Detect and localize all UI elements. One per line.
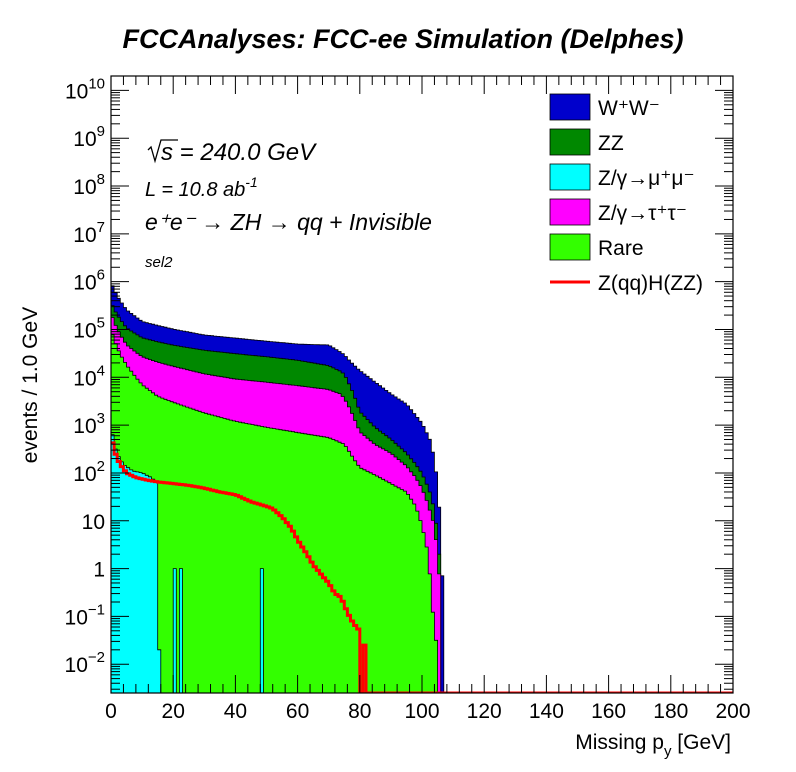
- y-tick-label: 109: [73, 123, 105, 151]
- x-tick-label: 0: [105, 700, 117, 723]
- legend-label: Z/γ→μ⁺μ⁻: [598, 167, 695, 190]
- legend-label: Rare: [598, 237, 644, 260]
- x-tick-label: 120: [467, 700, 502, 723]
- legend-label: W⁺W⁻: [598, 97, 660, 120]
- x-tick-label: 40: [224, 700, 247, 723]
- legend-label: Z(qq)H(ZZ): [598, 272, 703, 295]
- y-axis-label: events / 1.0 GeV: [19, 307, 42, 463]
- x-tick-label: 80: [348, 700, 371, 723]
- y-tick-label: 104: [73, 362, 105, 390]
- overlay-mumu-area: [111, 434, 733, 693]
- y-tick-label: 106: [73, 267, 105, 295]
- series-layer: [111, 285, 733, 693]
- legend-label: ZZ: [598, 132, 624, 155]
- annotation-selection: sel2: [145, 254, 173, 271]
- legend: W⁺W⁻ ZZ Z/γ→μ⁺μ⁻ Z/γ→τ⁺τ⁻ Rare Z(qq)H(ZZ): [549, 93, 703, 295]
- y-tick-label: 102: [73, 458, 105, 486]
- x-tick-label: 20: [162, 700, 185, 723]
- x-tick-label: 160: [591, 700, 626, 723]
- y-tick-label: 10: [82, 511, 105, 534]
- sqrt-symbol: [147, 139, 178, 164]
- legend-swatch: [549, 163, 591, 191]
- stack-rare-area: [111, 334, 733, 693]
- annotation-lumi-exp: -1: [245, 174, 257, 190]
- x-tick-label: 180: [653, 700, 688, 723]
- annotation-sqrt-s: s = 240.0 GeV: [161, 139, 317, 166]
- y-tick-label: 10−2: [65, 649, 105, 677]
- x-tick-label: 100: [404, 700, 439, 723]
- legend-swatch: [549, 93, 591, 121]
- legend-swatch: [549, 128, 591, 156]
- y-tick-label: 105: [73, 314, 105, 342]
- x-tick-label: 200: [715, 700, 750, 723]
- x-axis-label: Missing py [GeV]: [575, 731, 731, 760]
- legend-swatch: [549, 198, 591, 226]
- x-tick-label: 140: [529, 700, 564, 723]
- chart-title: FCCAnalyses: FCC-ee Simulation (Delphes): [122, 24, 683, 54]
- annotation-lumi: L = 10.8 ab-1: [145, 174, 258, 201]
- y-tick-label: 10−1: [65, 601, 105, 629]
- annotation-lumi-main: L = 10.8 ab: [145, 179, 245, 201]
- annotations: s = 240.0 GeV L = 10.8 ab-1 e⁺e⁻ → ZH → …: [145, 139, 432, 271]
- y-tick-label: 107: [73, 219, 105, 247]
- axes: 0 20 40 60 80 100 120 140 160 180 20010−210−111010…: [65, 75, 751, 723]
- y-tick-label: 108: [73, 171, 105, 199]
- y-tick-label: 1010: [65, 75, 105, 103]
- y-tick-label: 1: [93, 559, 105, 582]
- annotation-process: e⁺e⁻ → ZH → qq + Invisible: [145, 209, 432, 235]
- legend-swatch: [549, 233, 591, 261]
- y-tick-label: 103: [73, 410, 105, 438]
- signal-line: [111, 441, 733, 693]
- x-tick-label: 60: [286, 700, 309, 723]
- legend-label: Z/γ→τ⁺τ⁻: [598, 202, 687, 225]
